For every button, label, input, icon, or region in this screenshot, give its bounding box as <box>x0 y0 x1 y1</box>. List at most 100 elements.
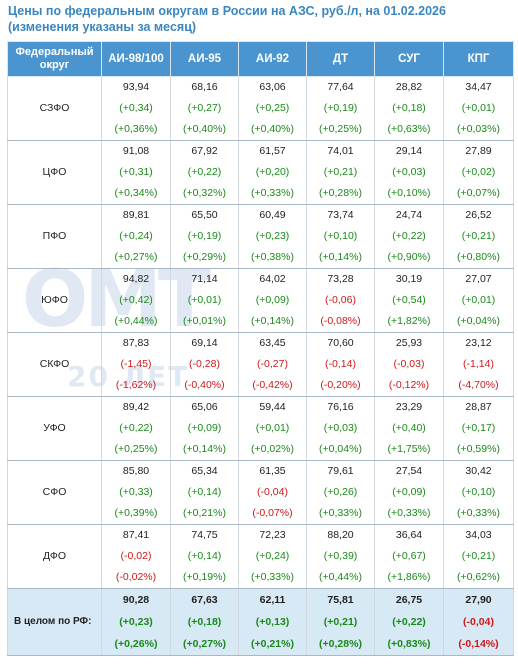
change-pct-cell: (+0,40%) <box>170 119 239 141</box>
region-name: УФО <box>7 396 102 461</box>
change-abs-cell: (+0,33) <box>101 482 171 503</box>
change-abs-cell: (+0,21) <box>443 546 514 567</box>
change-abs-cell: (+0,09) <box>238 290 307 311</box>
table-row: СКФО 87,83 69,14 63,45 70,60 25,93 23,12 <box>7 332 514 397</box>
change-abs-cell: (-0,02) <box>101 546 171 567</box>
change-abs-cell: (+0,23) <box>238 226 307 247</box>
change-pct-cell: (+0,10%) <box>374 183 444 205</box>
price-cell: 88,20 <box>306 524 375 546</box>
change-pct-cell: (+0,33%) <box>238 183 307 205</box>
table-row: УФО 89,42 65,06 59,44 76,16 23,29 28,87 <box>7 396 514 461</box>
table-row: ДФО 87,41 74,75 72,23 88,20 36,64 34,03 <box>7 524 514 589</box>
price-cell: 63,45 <box>238 332 307 354</box>
table-row: (+0,31) (+0,22) (+0,20) (+0,21) (+0,03) (+0,0… <box>8 162 514 183</box>
table-row: (+0,22) (+0,09) (+0,01) (+0,03) (+0,40) (+0,1… <box>8 418 514 439</box>
change-pct-cell: (+0,25%) <box>101 439 171 461</box>
change-abs-cell: (-0,04) <box>443 611 514 633</box>
change-pct-cell: (+0,33%) <box>374 503 444 525</box>
price-cell: 27,07 <box>443 268 514 290</box>
price-cell: 69,14 <box>170 332 239 354</box>
price-cell: 30,19 <box>374 268 444 290</box>
change-abs-cell: (+0,10) <box>306 226 375 247</box>
table-row: (+0,33) (+0,14) (-0,04) (+0,26) (+0,09) (+0,1… <box>8 482 514 503</box>
table-row: ПФО 89,81 65,50 60,49 73,74 24,74 26,52 <box>7 204 514 269</box>
region-name: ЮФО <box>7 268 102 333</box>
change-pct-cell: (-0,14%) <box>443 633 514 656</box>
change-abs-cell: (+0,14) <box>170 546 239 567</box>
region-name: СФО <box>7 460 102 525</box>
fuel-price-table: Федеральный округ АИ-98/100 АИ-95 АИ-92 … <box>7 41 514 656</box>
table-row: (-1,45) (-0,28) (-0,27) (-0,14) (-0,03) (-1,1… <box>8 354 514 375</box>
region-name: СКФО <box>7 332 102 397</box>
total-label: В целом по РФ: <box>7 588 102 656</box>
change-pct-cell: (+0,27%) <box>101 247 171 269</box>
change-pct-cell: (+0,90%) <box>374 247 444 269</box>
change-pct-cell: (+0,59%) <box>443 439 514 461</box>
change-pct-cell: (-4,70%) <box>443 375 514 397</box>
price-cell: 63,06 <box>238 76 307 98</box>
change-pct-cell: (+0,83%) <box>374 633 444 656</box>
change-abs-cell: (-0,06) <box>306 290 375 311</box>
change-pct-cell: (+0,26%) <box>101 633 171 656</box>
table-row: (+0,34%) (+0,32%) (+0,33%) (+0,28%) (+0,10%)… <box>8 183 514 205</box>
change-abs-cell: (+0,26) <box>306 482 375 503</box>
title-line-1: Цены по федеральным округам в России на … <box>8 4 446 18</box>
change-pct-cell: (+1,82%) <box>374 311 444 333</box>
change-abs-cell: (+0,21) <box>443 226 514 247</box>
change-pct-cell: (+0,07%) <box>443 183 514 205</box>
change-abs-cell: (-1,14) <box>443 354 514 375</box>
price-cell: 87,83 <box>101 332 171 354</box>
change-abs-cell: (-0,03) <box>374 354 444 375</box>
page-title: Цены по федеральным округам в России на … <box>8 3 513 35</box>
change-abs-cell: (+0,39) <box>306 546 375 567</box>
header-ai98: АИ-98/100 <box>101 41 171 77</box>
price-cell: 70,60 <box>306 332 375 354</box>
change-pct-cell: (+0,28%) <box>306 633 375 656</box>
price-cell: 25,93 <box>374 332 444 354</box>
price-cell: 79,61 <box>306 460 375 482</box>
price-cell: 36,64 <box>374 524 444 546</box>
price-cell: 72,23 <box>238 524 307 546</box>
region-name: ДФО <box>7 524 102 589</box>
price-cell: 28,82 <box>374 76 444 98</box>
price-cell: 73,28 <box>306 268 375 290</box>
table-row: (+0,23) (+0,18) (+0,13) (+0,21) (+0,22) (-0,0… <box>8 611 514 633</box>
price-cell: 64,02 <box>238 268 307 290</box>
change-abs-cell: (+0,02) <box>443 162 514 183</box>
change-abs-cell: (+0,24) <box>101 226 171 247</box>
change-pct-cell: (+0,80%) <box>443 247 514 269</box>
price-cell: 68,16 <box>170 76 239 98</box>
change-pct-cell: (+0,04%) <box>443 311 514 333</box>
change-pct-cell: (+0,21%) <box>238 633 307 656</box>
price-cell: 87,41 <box>101 524 171 546</box>
price-cell: 26,75 <box>374 588 444 611</box>
price-cell: 59,44 <box>238 396 307 418</box>
change-pct-cell: (+1,86%) <box>374 567 444 589</box>
title-line-2: (изменения указаны за месяц) <box>8 20 197 34</box>
header-sug: СУГ <box>374 41 444 77</box>
change-abs-cell: (+0,54) <box>374 290 444 311</box>
change-abs-cell: (+0,23) <box>101 611 171 633</box>
change-abs-cell: (+0,31) <box>101 162 171 183</box>
price-cell: 67,63 <box>170 588 239 611</box>
change-pct-cell: (+0,02%) <box>238 439 307 461</box>
price-cell: 65,34 <box>170 460 239 482</box>
change-abs-cell: (+0,01) <box>443 98 514 119</box>
region-name: СЗФО <box>7 76 102 141</box>
change-abs-cell: (+0,13) <box>238 611 307 633</box>
change-abs-cell: (+0,01) <box>443 290 514 311</box>
change-abs-cell: (+0,67) <box>374 546 444 567</box>
change-abs-cell: (+0,19) <box>306 98 375 119</box>
price-cell: 75,81 <box>306 588 375 611</box>
table-row: ЦФО 91,08 67,92 61,57 74,01 29,14 27,89 <box>7 140 514 205</box>
change-pct-cell: (-0,40%) <box>170 375 239 397</box>
price-cell: 34,03 <box>443 524 514 546</box>
change-pct-cell: (+0,34%) <box>101 183 171 205</box>
table-row: (+0,34) (+0,27) (+0,25) (+0,19) (+0,18) (+0,0… <box>8 98 514 119</box>
price-cell: 77,64 <box>306 76 375 98</box>
price-cell: 89,42 <box>101 396 171 418</box>
change-abs-cell: (+0,21) <box>306 162 375 183</box>
change-abs-cell: (+0,22) <box>374 226 444 247</box>
change-pct-cell: (-0,02%) <box>101 567 171 589</box>
header-dt: ДТ <box>306 41 375 77</box>
